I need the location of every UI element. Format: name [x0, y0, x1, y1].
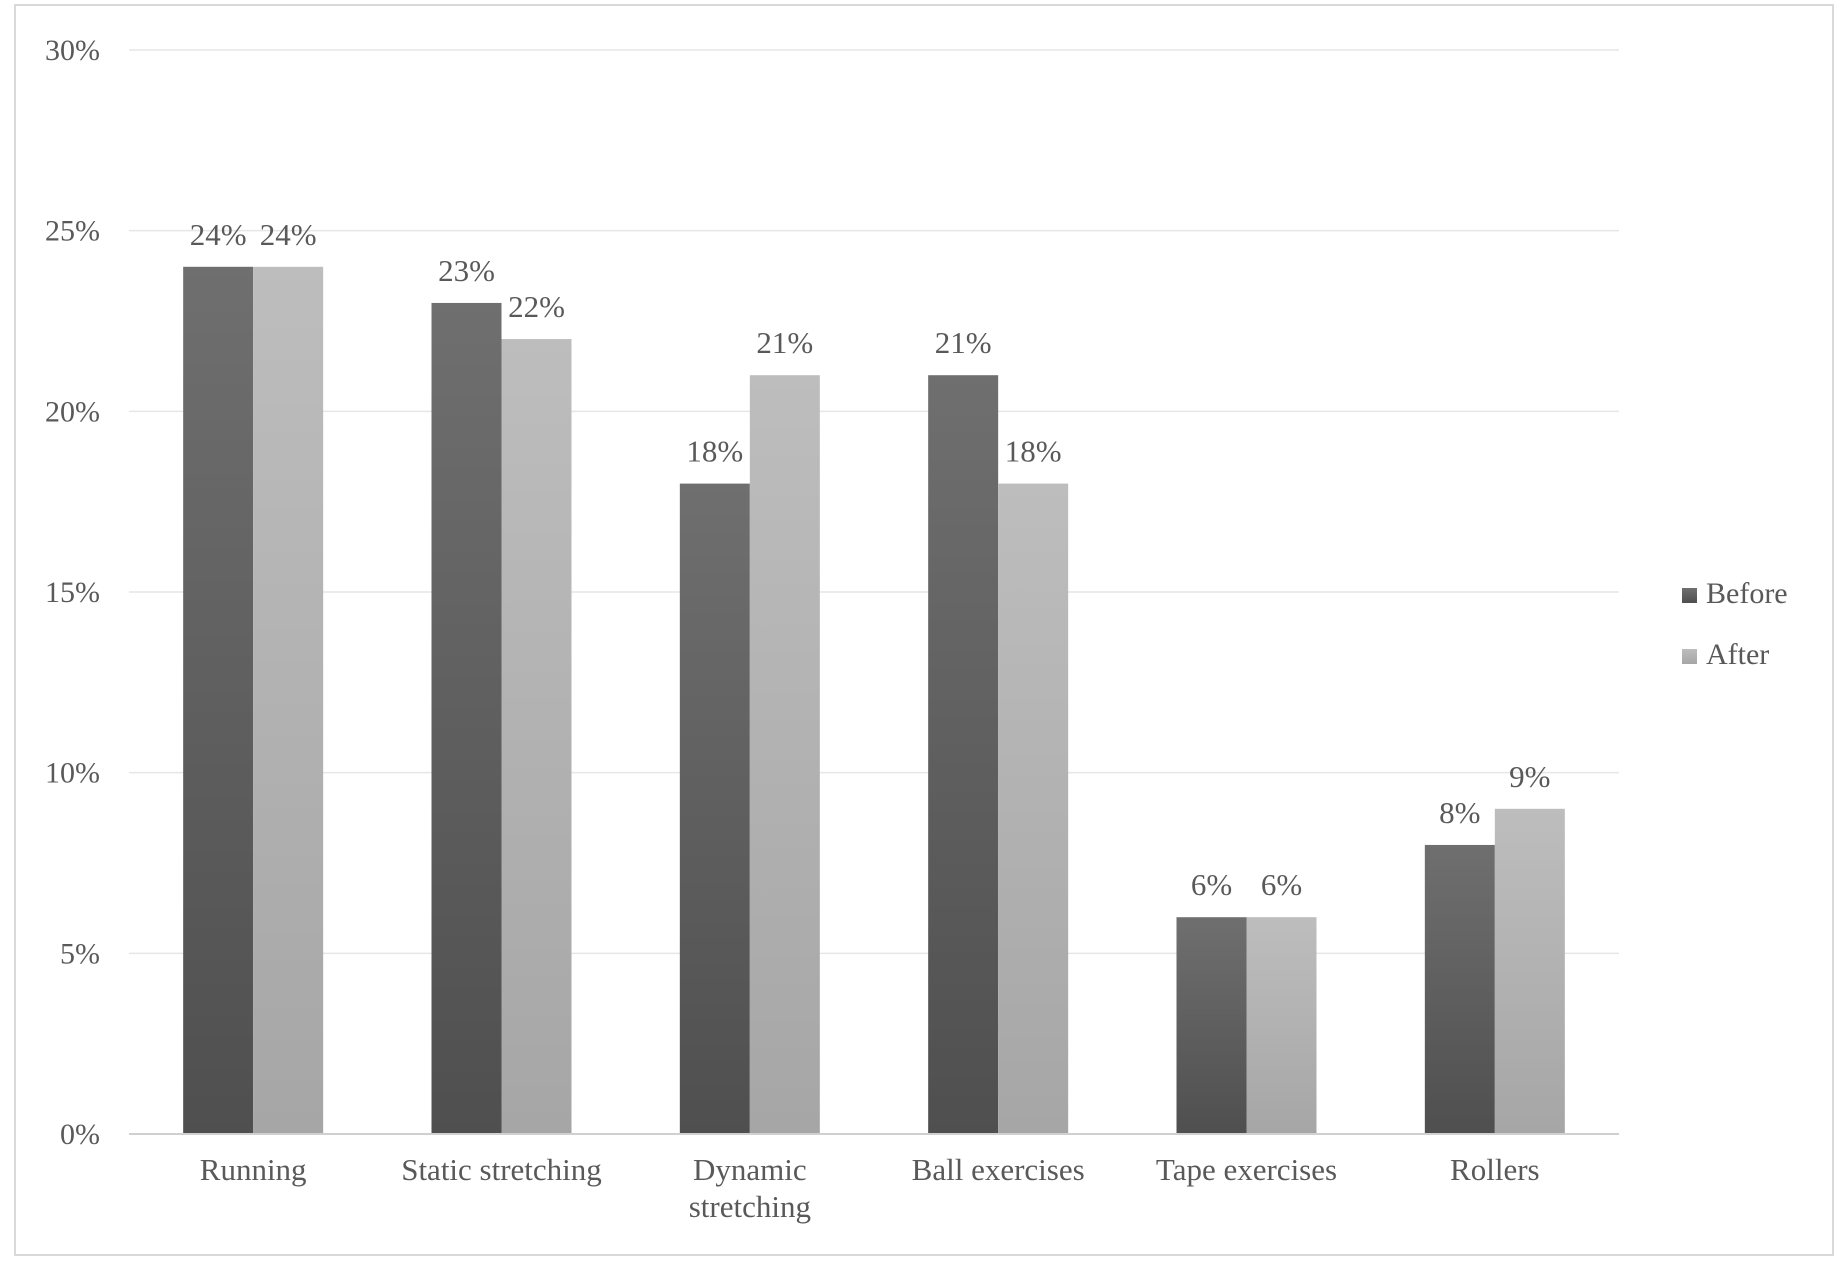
- data-label: 9%: [1509, 759, 1550, 794]
- data-label: 8%: [1439, 795, 1480, 830]
- legend-swatch-before: [1682, 588, 1697, 603]
- legend-swatch-after: [1682, 649, 1697, 664]
- bar-after: [1246, 917, 1317, 1134]
- x-tick-label: Ball exercises: [912, 1152, 1085, 1187]
- bar-after: [1494, 808, 1565, 1134]
- y-tick-label: 20%: [45, 395, 100, 428]
- data-label: 6%: [1191, 867, 1232, 902]
- bar-after: [998, 483, 1069, 1135]
- data-label: 24%: [260, 217, 317, 252]
- data-label: 24%: [190, 217, 247, 252]
- bar-before: [1176, 917, 1247, 1134]
- bar-after: [501, 339, 572, 1135]
- data-label: 21%: [935, 325, 992, 360]
- legend-label-before: Before: [1706, 577, 1788, 610]
- data-label: 18%: [1005, 434, 1062, 469]
- y-axis: 0% 5% 10% 15% 20% 25% 30%: [45, 34, 100, 1151]
- bar-chart: 24% 24% 23% 22% 18% 21% 21% 18% 6% 6% 8% 9% 0% 5% 10%…: [45, 34, 1788, 1224]
- bar-before: [928, 375, 999, 1134]
- x-tick-label: Running: [200, 1152, 307, 1187]
- chart-frame: 24% 24% 23% 22% 18% 21% 21% 18% 6% 6% 8% 9% 0% 5% 10%…: [14, 4, 1834, 1256]
- bar-before: [431, 302, 502, 1134]
- legend-label-after: After: [1706, 638, 1769, 671]
- x-tick-label: Dynamic stretching: [689, 1152, 811, 1224]
- bar-before: [183, 266, 254, 1134]
- x-tick-label: Static stretching: [401, 1152, 602, 1187]
- bar-after: [749, 375, 820, 1134]
- y-tick-label: 30%: [45, 34, 100, 67]
- y-tick-label: 15%: [45, 576, 100, 609]
- x-tick-label: Tape exercises: [1156, 1152, 1337, 1187]
- data-label: 6%: [1261, 867, 1302, 902]
- bar-before: [1424, 844, 1495, 1134]
- bar-before: [679, 483, 750, 1135]
- data-label: 21%: [756, 325, 813, 360]
- gridlines: [129, 49, 1619, 955]
- data-labels: 24% 24% 23% 22% 18% 21% 21% 18% 6% 6% 8% 9%: [190, 217, 1551, 902]
- bar-after: [253, 266, 324, 1134]
- y-tick-label: 5%: [60, 937, 100, 970]
- y-tick-label: 0%: [60, 1118, 100, 1151]
- x-axis: Running Static stretching Dynamic stretchin…: [129, 1133, 1619, 1224]
- legend: Before After: [1682, 577, 1788, 671]
- data-label: 22%: [508, 289, 565, 324]
- x-tick-label: Rollers: [1450, 1152, 1540, 1187]
- y-tick-label: 25%: [45, 215, 100, 248]
- bars: [183, 266, 1565, 1135]
- y-tick-label: 10%: [45, 757, 100, 790]
- data-label: 23%: [438, 253, 495, 288]
- data-label: 18%: [686, 434, 743, 469]
